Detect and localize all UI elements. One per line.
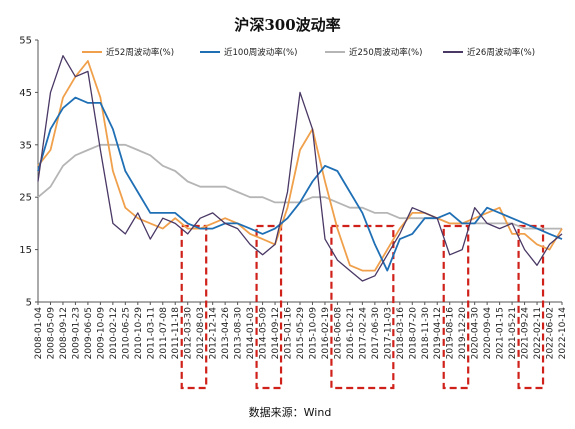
x-tick-label: 2021-09-24 [521,307,531,360]
x-tick-label: 2019-12-20 [458,307,468,360]
highlight-box [330,224,395,390]
highlight-box [255,224,283,390]
series-line [37,55,563,282]
x-tick-label: 2020-09-04 [483,307,493,360]
x-tick-label: 2017-11-03 [383,307,393,359]
x-tick-label: 2014-05-09 [259,307,269,360]
legend-label: 近100周波动率(%) [224,47,297,58]
x-tick-label: 2018-07-20 [408,307,418,360]
source-note: 数据来源：Wind [249,405,332,419]
series-lines [37,55,563,282]
y-tick-label: 25 [19,193,32,204]
y-tick-label: 35 [19,140,32,151]
x-tick-label: 2008-09-12 [59,307,69,359]
x-tick-label: 2010-06-25 [121,307,131,359]
x-tick-label: 2008-05-09 [46,307,56,360]
x-tick-label: 2016-06-08 [333,307,343,360]
y-tick-label: 5 [26,298,32,309]
legend-label: 近52周波动率(%) [106,47,174,58]
highlight-box [442,224,470,390]
x-tick-label: 2015-05-29 [296,307,306,360]
legend-label: 近250周波动率(%) [349,47,422,58]
x-tick-label: 2018-11-30 [421,307,431,360]
x-tick-label: 2017-02-24 [358,307,368,360]
x-tick-label: 2011-11-18 [171,307,181,360]
x-tick-label: 2022-10-14 [558,307,568,360]
x-tick-label: 2017-06-30 [371,307,381,360]
series-line [37,143,562,230]
x-tick-label: 2008-01-04 [34,307,44,360]
x-tick-label: 2010-02-12 [109,307,119,359]
x-tick-label: 2009-06-05 [84,307,94,359]
legend: 近52周波动率(%) 近100周波动率(%) 近250周波动率(%) 近26周波动率(… [82,47,535,58]
x-tick-label: 2012-03-30 [184,307,194,360]
x-tick-label: 2020-04-30 [471,307,481,360]
x-tick-label: 2011-03-11 [146,307,156,359]
x-tick-label: 2019-04-12 [433,307,443,359]
x-tick-label: 2022-02-11 [533,307,543,359]
series-line [37,96,563,272]
axes: 5 15 25 35 45 55 2008-01-04 2008-05-09 2008-09-1… [19,36,568,360]
x-tick-label: 2022-06-02 [546,307,556,359]
x-tick-label: 2009-10-09 [96,307,106,360]
x-tick-label: 2013-08-30 [234,307,244,360]
x-tick-label: 2014-09-12 [271,307,281,359]
y-tick-label: 55 [19,36,32,47]
x-tick-label: 2019-08-16 [446,307,456,360]
x-tick-label: 2009-01-23 [71,307,81,359]
y-tick-label: 45 [19,88,32,99]
x-tick-label: 2011-07-08 [159,307,169,360]
x-tick-label: 2015-10-09 [308,307,318,360]
x-tick-label: 2012-12-14 [209,307,219,360]
x-tick-label: 2015-01-16 [284,307,294,360]
y-tick-label: 15 [19,245,32,256]
series-line [37,60,563,272]
x-tick-label: 2014-01-03 [246,307,256,359]
x-tick-label: 2021-01-15 [496,307,506,359]
x-tick-label: 2016-10-21 [346,307,356,359]
x-tick-label: 2021-05-21 [508,307,518,359]
x-tick-label: 2013-04-26 [221,307,231,360]
legend-label: 近26周波动率(%) [467,47,535,58]
chart-title: 沪深300波动率 [234,16,340,34]
x-tick-label: 2010-10-29 [134,307,144,360]
x-tick-label: 2012-08-03 [196,307,206,359]
x-tick-label: 2018-03-16 [396,307,406,360]
x-tick-label: 2016-02-19 [321,307,331,360]
